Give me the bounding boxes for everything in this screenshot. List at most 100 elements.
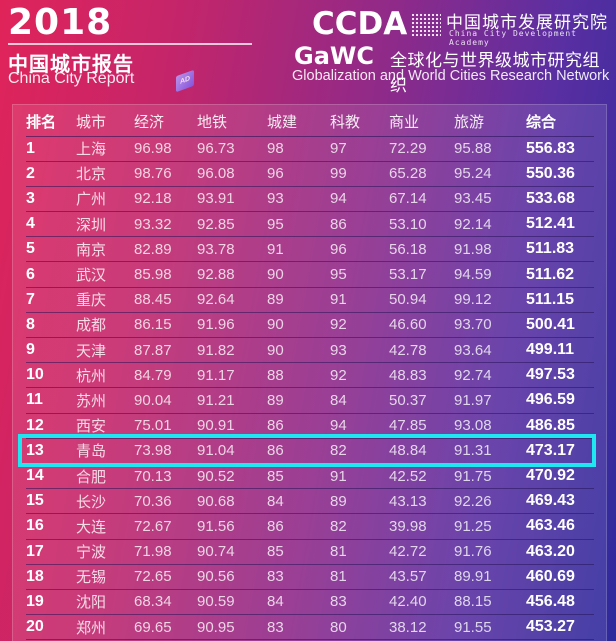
overall-cell: 499.11 (526, 341, 575, 359)
commerce-cell: 43.57 (389, 568, 427, 586)
commerce-cell: 50.37 (389, 391, 427, 409)
metro-cell: 93.91 (197, 190, 235, 208)
gawc-name-en: Globalization and World Cities Research … (292, 68, 610, 84)
metro-cell: 96.73 (197, 140, 235, 158)
metro-cell: 90.52 (197, 467, 235, 485)
ccda-name-cn: 中国城市发展研究院 (446, 13, 608, 32)
commerce-cell: 50.94 (389, 291, 427, 309)
report-year: 2018 (8, 2, 113, 43)
commerce-cell: 42.72 (389, 543, 427, 561)
construction-cell: 98 (267, 140, 284, 158)
construction-cell: 96 (267, 165, 284, 183)
construction-cell: 84 (267, 593, 284, 611)
commerce-cell: 42.52 (389, 467, 427, 485)
tourism-cell: 88.15 (454, 593, 492, 611)
overall-cell: 473.17 (526, 441, 575, 459)
city-cell: 郑州 (76, 619, 107, 637)
education-cell: 93 (330, 341, 347, 359)
rank-cell: 5 (26, 240, 35, 258)
rank-cell: 11 (26, 391, 43, 409)
table-row: 1 上海 96.98 96.73 98 97 72.29 95.88 556.83 (26, 136, 594, 162)
economy-cell: 73.98 (134, 442, 172, 460)
construction-cell: 85 (267, 467, 284, 485)
city-cell: 广州 (76, 191, 107, 209)
city-cell: 宁波 (76, 544, 107, 562)
table-row: 5 南京 82.89 93.78 91 96 56.18 91.98 511.83 (26, 237, 594, 262)
rank-cell: 20 (26, 618, 44, 636)
rank-cell: 17 (26, 542, 44, 560)
city-cell: 上海 (76, 141, 107, 159)
table-row: 18 无锡 72.65 90.56 83 81 43.57 89.91 460.69 (26, 564, 594, 590)
city-cell: 长沙 (76, 493, 107, 511)
city-cell: 西安 (76, 418, 107, 436)
overall-cell: 460.69 (526, 567, 575, 585)
tourism-cell: 91.31 (454, 442, 492, 460)
education-cell: 82 (330, 517, 347, 535)
column-header-metro: 地铁 (197, 114, 228, 132)
tourism-cell: 91.75 (454, 467, 492, 485)
economy-cell: 82.89 (134, 240, 172, 258)
commerce-cell: 72.29 (389, 140, 427, 158)
column-header-city: 城市 (76, 114, 107, 132)
commerce-cell: 46.60 (389, 316, 427, 334)
commerce-cell: 67.14 (389, 190, 427, 208)
economy-cell: 86.15 (134, 316, 172, 334)
construction-cell: 83 (267, 568, 284, 586)
city-cell: 北京 (76, 166, 107, 184)
metro-cell: 91.04 (197, 442, 235, 460)
metro-cell: 90.56 (197, 568, 235, 586)
construction-cell: 89 (267, 291, 284, 309)
economy-cell: 92.18 (134, 190, 172, 208)
table-row: 14 合肥 70.13 90.52 85 91 42.52 91.75 470.92 (26, 463, 594, 489)
education-cell: 95 (330, 266, 347, 284)
education-cell: 92 (330, 316, 347, 334)
construction-cell: 90 (267, 341, 284, 359)
metro-cell: 91.17 (197, 366, 235, 384)
city-cell: 天津 (76, 342, 107, 360)
overall-cell: 469.43 (526, 492, 575, 510)
education-cell: 89 (330, 492, 347, 510)
commerce-cell: 56.18 (389, 240, 427, 258)
table-row: 20 郑州 69.65 90.95 83 80 38.12 91.55 453.27 (26, 615, 594, 640)
city-cell: 大连 (76, 518, 107, 536)
tourism-cell: 93.70 (454, 316, 492, 334)
education-cell: 83 (330, 593, 347, 611)
commerce-cell: 53.10 (389, 215, 427, 233)
overall-cell: 497.53 (526, 366, 575, 384)
gawc-logo: GaWC (294, 42, 374, 70)
city-cell: 杭州 (76, 367, 107, 385)
commerce-cell: 48.83 (389, 366, 427, 384)
city-cell: 深圳 (76, 216, 107, 234)
metro-cell: 91.82 (197, 341, 235, 359)
overall-cell: 511.62 (526, 265, 575, 283)
dot-grid-icon (411, 13, 441, 37)
overall-cell: 463.46 (526, 517, 575, 535)
education-cell: 81 (330, 543, 347, 561)
construction-cell: 83 (267, 618, 284, 636)
tourism-cell: 93.45 (454, 190, 492, 208)
education-cell: 84 (330, 391, 347, 409)
education-cell: 91 (330, 467, 347, 485)
overall-cell: 556.83 (526, 139, 575, 157)
rank-cell: 9 (26, 341, 35, 359)
divider (8, 43, 252, 45)
column-header-commerce: 商业 (389, 114, 420, 132)
overall-cell: 470.92 (526, 467, 575, 485)
table-row: 3 广州 92.18 93.91 93 94 67.14 93.45 533.68 (26, 186, 594, 212)
table-row: 7 重庆 88.45 92.64 89 91 50.94 99.12 511.15 (26, 287, 594, 313)
overall-cell: 550.36 (526, 164, 575, 182)
construction-cell: 93 (267, 190, 284, 208)
table-row: 2 北京 98.76 96.08 96 99 65.28 95.24 550.36 (26, 161, 594, 187)
rank-cell: 15 (26, 492, 44, 510)
economy-cell: 71.98 (134, 543, 172, 561)
rank-cell: 4 (26, 215, 35, 233)
city-cell: 重庆 (76, 292, 107, 310)
report-title-en: China City Report (8, 70, 135, 87)
table-row: 19 沈阳 68.34 90.59 84 83 42.40 88.15 456.48 (26, 589, 594, 615)
table-row: 10 杭州 84.79 91.17 88 92 48.83 92.74 497.53 (26, 363, 594, 388)
economy-cell: 68.34 (134, 593, 172, 611)
economy-cell: 72.67 (134, 517, 172, 535)
column-header-economy: 经济 (134, 114, 165, 132)
table-row: 8 成都 86.15 91.96 90 92 46.60 93.70 500.41 (26, 312, 594, 338)
overall-cell: 511.15 (526, 290, 575, 308)
